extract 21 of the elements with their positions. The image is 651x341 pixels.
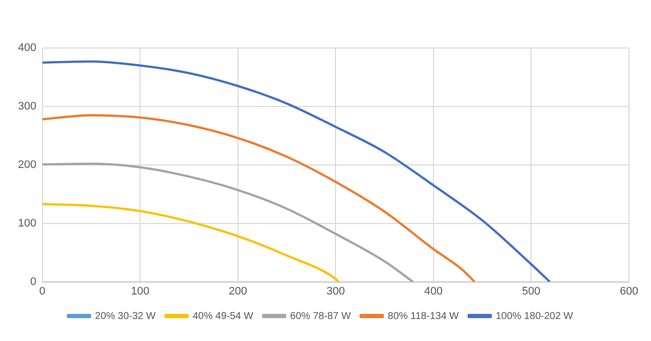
x-tick-label: 300 xyxy=(326,285,345,298)
y-tick-label: 200 xyxy=(18,158,36,171)
x-tick-label: 500 xyxy=(522,285,540,298)
y-tick-label: 100 xyxy=(18,217,36,230)
y-tick-label: 300 xyxy=(18,100,36,112)
y-tick-label: 0 xyxy=(30,276,36,288)
legend-label: 60% 78-87 W xyxy=(290,310,352,322)
line-series xyxy=(42,60,551,282)
x-tick-label: 600 xyxy=(620,285,638,298)
x-tick-label: 400 xyxy=(424,285,443,298)
legend-label: 20% 30-32 W xyxy=(95,310,156,322)
line-series xyxy=(42,162,414,282)
x-tick-label: 200 xyxy=(228,285,248,298)
x-tick-label: 100 xyxy=(130,285,150,298)
legend-label: 80% 118-134 W xyxy=(388,310,460,322)
x-tick-label: 0 xyxy=(39,285,46,298)
legend-label: 40% 49-54 W xyxy=(192,310,254,322)
line-series xyxy=(42,114,476,282)
y-tick-label: 400 xyxy=(18,42,36,54)
line-series xyxy=(42,202,340,282)
legend-label: 100% 180-202 W xyxy=(496,310,574,322)
